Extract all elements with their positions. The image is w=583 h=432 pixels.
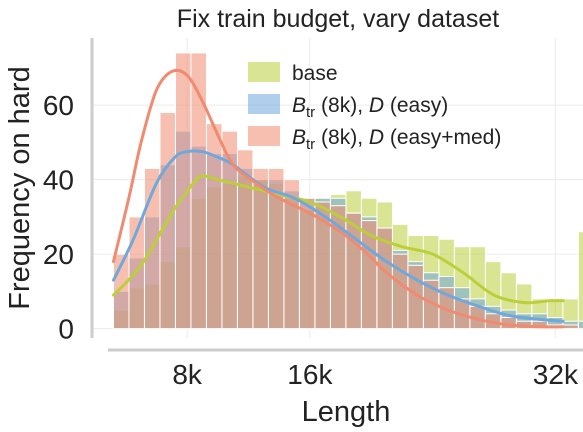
bar (329, 205, 347, 330)
kde-curves (112, 68, 565, 329)
x-tick-label: 8k (172, 359, 203, 390)
bar (562, 324, 579, 330)
y-tick-label: 0 (58, 314, 74, 345)
y-axis-label: Frequency on hard (4, 66, 36, 309)
y-tick-label: 20 (43, 239, 74, 270)
histogram-bars (112, 52, 583, 330)
legend-label-b-tr-8k-d-easy: Btr (8k), D (easy) (292, 94, 448, 121)
bar (298, 197, 316, 330)
kde-curve-b-tr-8k-d-easy (112, 149, 565, 323)
x-tick-label: 16k (287, 359, 333, 390)
chart-title: Fix train budget, vary dataset (177, 5, 499, 33)
legend: base Btr (8k), D (easy) Btr (8k), D (easy+… (248, 62, 501, 153)
legend-label-base: base (292, 62, 338, 85)
legend-swatch-b-tr-8k-d-easy (248, 94, 280, 114)
kde-curve-base (112, 174, 565, 305)
bar (577, 320, 583, 330)
kde-curve-b-tr-8k-d-easy-med (112, 68, 565, 329)
y-tick-label: 60 (43, 90, 74, 121)
x-axis-label: Length (302, 396, 391, 428)
axis-ticks: 0 20 40 60 8k 16k 32k (43, 90, 579, 390)
bar (345, 212, 362, 330)
legend-swatch-base (248, 62, 280, 82)
x-tick-label: 32k (533, 359, 579, 390)
histogram-b-tr-8k-d-easy-med (112, 52, 579, 330)
y-tick-label: 40 (43, 165, 74, 196)
legend-label-b-tr-8k-d-easy-med: Btr (8k), D (easy+med) (292, 126, 501, 153)
legend-swatch-b-tr-8k-d-easy-med (248, 126, 280, 146)
bar (577, 231, 583, 330)
